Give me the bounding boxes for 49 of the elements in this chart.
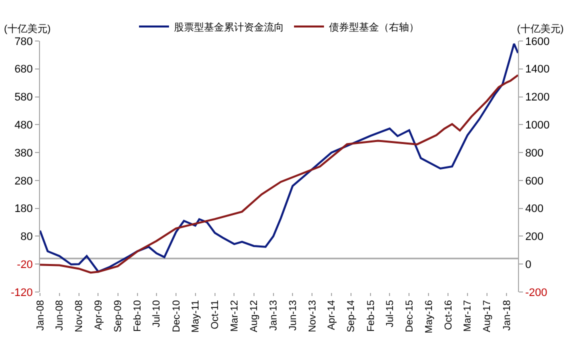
x-tick-label: Mar-12 [229,300,240,332]
x-tick-label: May-16 [424,300,435,334]
y-tick-label: 580 [14,92,33,104]
legend-label: 股票型基金累计资金流向 [174,21,284,34]
x-tick-label: Nov-08 [74,300,86,332]
y2-tick-label: 800 [525,147,544,160]
x-tick-label: Apr-09 [93,300,104,330]
x-tick-label: Mar-17 [462,300,474,332]
x-tick-label: Jul-15 [384,300,396,328]
y-tick-label: 280 [14,175,33,188]
y-tick-label: 480 [14,120,33,132]
text: (十亿美元) [517,23,564,35]
y2-tick-label: 200 [525,231,544,244]
y2-tick-label: 1400 [525,64,550,76]
x-tick-label: Sep-09 [113,300,124,332]
x-tick-label: Nov-13 [307,300,318,332]
y2-tick-label: 1600 [525,36,550,48]
text: (十亿美元) [4,23,51,35]
y2-tick-label: 0 [525,258,532,271]
x-tick-label: May-11 [190,300,202,333]
x-tick-label: Sep-14 [346,300,358,332]
y2-tick-label: 1200 [525,92,550,104]
x-tick-label: Jun-08 [54,300,66,331]
x-tick-label: Aug-17 [482,300,494,332]
x-tick-label: Dec-10 [171,300,182,332]
x-tick-label: Jun-13 [288,300,299,331]
x-tick-label: Feb-15 [366,300,377,332]
x-tick-label: Feb-10 [132,300,144,332]
y2-tick-label: -200 [525,286,548,299]
y-tick-label: -20 [16,258,33,271]
x-tick-label: Apr-14 [326,300,338,330]
legend-label: 债券型基金（右轴） [329,21,419,34]
x-tick-label: Oct-11 [210,300,222,330]
x-tick-label: Aug-12 [249,300,260,332]
x-tick-label: Jan-13 [268,300,280,331]
y2-tick-label: 600 [525,175,544,188]
y-tick-label: 780 [14,36,33,48]
y-tick-label: 80 [20,231,33,244]
x-tick-label: Dec-15 [404,300,416,332]
y2-tick-label: 400 [525,203,544,216]
y2-tick-label: 1000 [525,120,550,132]
y-tick-label: -120 [10,286,33,299]
x-tick-label: Jul-10 [152,300,163,328]
x-tick-label: Oct-16 [443,300,454,330]
x-tick-label: Jan-18 [502,300,513,331]
y-tick-label: 680 [14,64,33,76]
x-tick-label: Jan-08 [35,300,46,331]
y-tick-label: 380 [14,147,33,160]
y-tick-label: 180 [14,203,33,216]
